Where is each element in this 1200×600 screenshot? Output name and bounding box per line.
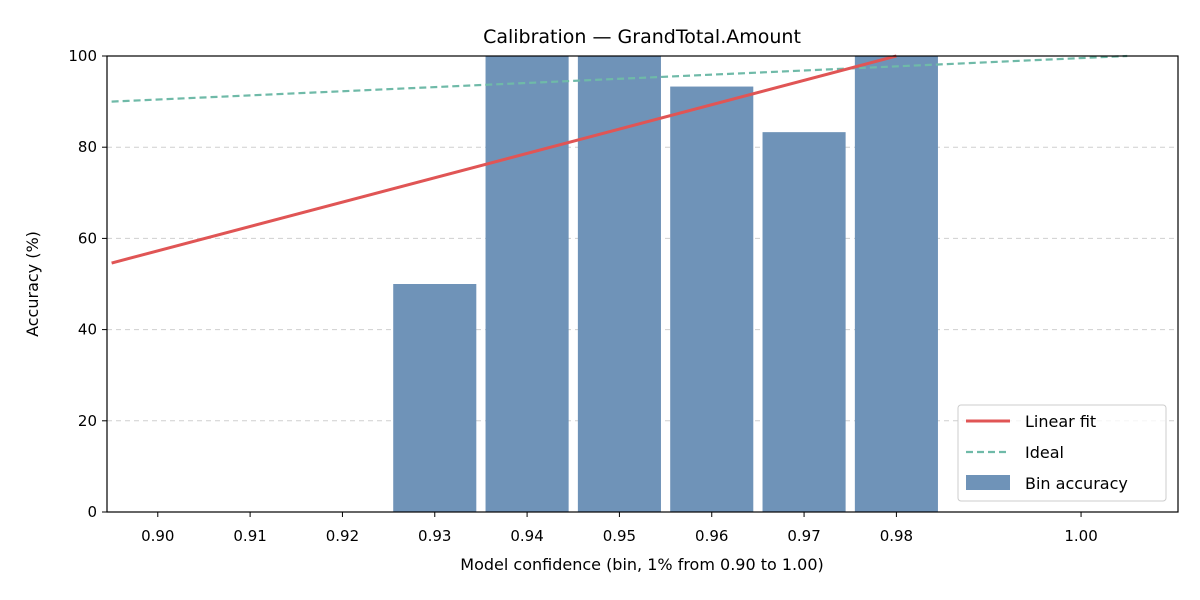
x-tick-label: 0.95 xyxy=(603,527,636,545)
x-axis-label: Model confidence (bin, 1% from 0.90 to 1… xyxy=(460,555,823,574)
chart-title: Calibration — GrandTotal.Amount xyxy=(483,26,801,48)
x-tick-label: 0.94 xyxy=(510,527,543,545)
y-axis-label: Accuracy (%) xyxy=(23,231,42,337)
y-tick-label: 0 xyxy=(87,503,97,521)
bin-accuracy-bar xyxy=(485,56,569,512)
legend-bin-accuracy-swatch xyxy=(966,475,1010,490)
x-tick-label: 0.93 xyxy=(418,527,451,545)
y-tick-label: 20 xyxy=(78,412,97,430)
bin-accuracy-bar xyxy=(854,56,938,512)
x-axis-ticks: 0.90 0.91 0.92 0.93 0.94 0.95 0.96 0.97 0.98 1.00 xyxy=(141,512,1098,545)
y-tick-label: 100 xyxy=(68,47,97,65)
y-tick-label: 80 xyxy=(78,138,97,156)
bin-accuracy-bar xyxy=(577,56,661,512)
legend-linear-fit-label: Linear fit xyxy=(1025,412,1096,431)
bin-accuracy-bars xyxy=(393,56,938,513)
y-tick-label: 40 xyxy=(78,321,97,339)
bin-accuracy-bar xyxy=(393,284,477,512)
plot-frame xyxy=(106,55,1179,513)
legend-ideal-label: Ideal xyxy=(1025,443,1064,462)
bin-accuracy-bar xyxy=(762,132,846,513)
x-tick-label: 0.90 xyxy=(141,527,174,545)
legend: Linear fit Ideal Bin accuracy xyxy=(957,404,1167,502)
x-tick-label: 0.91 xyxy=(233,527,266,545)
ideal-line xyxy=(111,54,1128,103)
x-tick-label: 0.92 xyxy=(326,527,359,545)
legend-bin-accuracy-label: Bin accuracy xyxy=(1025,474,1128,493)
y-tick-label: 60 xyxy=(78,229,97,247)
fit-lines xyxy=(111,54,1128,265)
linear-fit-line xyxy=(111,54,897,265)
x-tick-label: 0.96 xyxy=(695,527,728,545)
bin-accuracy-bar xyxy=(670,86,754,512)
x-tick-label: 0.98 xyxy=(880,527,913,545)
x-tick-label: 1.00 xyxy=(1064,527,1097,545)
y-axis-ticks: 0 20 40 60 80 100 xyxy=(68,47,107,521)
x-tick-label: 0.97 xyxy=(787,527,820,545)
